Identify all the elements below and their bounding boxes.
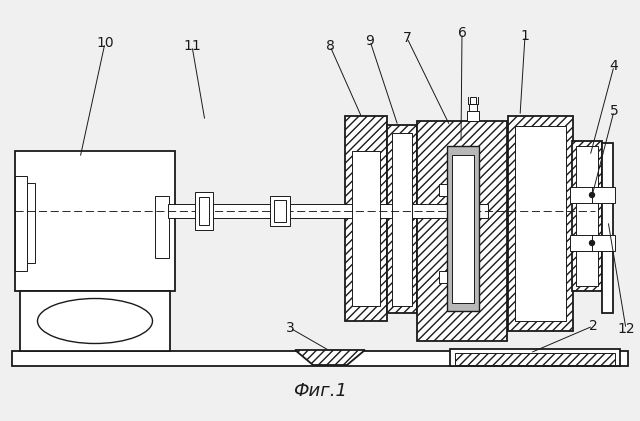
- Bar: [469, 104, 477, 111]
- Bar: [345, 116, 387, 321]
- Text: 3: 3: [285, 321, 294, 335]
- Bar: [508, 116, 573, 331]
- Bar: [352, 151, 380, 306]
- Bar: [452, 155, 474, 303]
- Text: 1: 1: [520, 29, 529, 43]
- Bar: [12, 351, 628, 366]
- Polygon shape: [295, 350, 365, 365]
- Bar: [515, 126, 566, 321]
- Bar: [455, 353, 615, 365]
- Bar: [199, 197, 209, 225]
- Circle shape: [589, 240, 595, 245]
- Bar: [450, 349, 620, 366]
- Bar: [447, 146, 479, 311]
- Text: 4: 4: [610, 59, 618, 73]
- Bar: [20, 291, 170, 351]
- Bar: [387, 125, 417, 313]
- Bar: [15, 151, 175, 291]
- Bar: [602, 143, 613, 313]
- Text: Фиг.1: Фиг.1: [293, 382, 347, 400]
- Text: 10: 10: [96, 36, 114, 50]
- Bar: [15, 176, 27, 271]
- Bar: [576, 146, 598, 286]
- Ellipse shape: [38, 298, 152, 344]
- Bar: [570, 187, 615, 203]
- Bar: [27, 183, 35, 263]
- Text: 5: 5: [610, 104, 618, 118]
- Bar: [470, 97, 476, 104]
- Bar: [439, 271, 447, 283]
- Text: 12: 12: [617, 322, 635, 336]
- Text: 8: 8: [326, 39, 335, 53]
- Text: 7: 7: [403, 31, 412, 45]
- Bar: [467, 111, 479, 121]
- Bar: [572, 141, 602, 291]
- Bar: [155, 196, 169, 258]
- Bar: [392, 133, 412, 306]
- Bar: [270, 196, 290, 226]
- Text: 11: 11: [183, 39, 201, 53]
- Text: 6: 6: [458, 26, 467, 40]
- Bar: [417, 121, 507, 341]
- Text: 9: 9: [365, 34, 374, 48]
- Bar: [195, 192, 213, 230]
- Circle shape: [589, 192, 595, 197]
- Bar: [439, 184, 447, 196]
- Text: 2: 2: [589, 319, 597, 333]
- Bar: [570, 235, 615, 251]
- Bar: [274, 200, 286, 222]
- Bar: [168, 204, 488, 218]
